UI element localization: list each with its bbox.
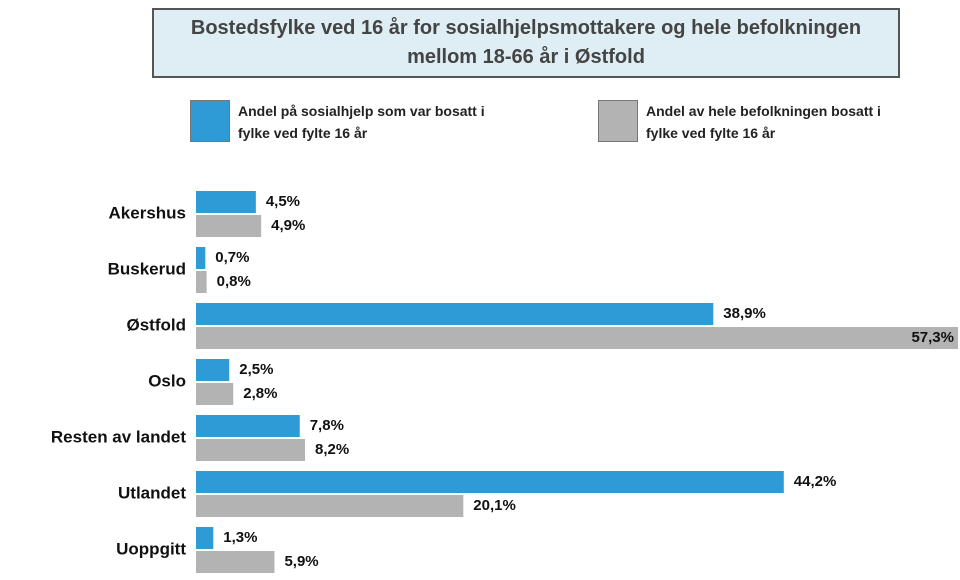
y-tick-label: Resten av landet: [51, 427, 186, 446]
legend-swatch: [190, 100, 230, 142]
bar: [196, 415, 300, 437]
y-tick-label: Oslo: [148, 371, 186, 390]
bar: [196, 271, 207, 293]
value-label: 2,5%: [239, 361, 273, 378]
bar: [196, 439, 306, 461]
y-tick-label: Akershus: [109, 203, 186, 222]
y-tick-label: Buskerud: [108, 259, 186, 278]
bar: [196, 495, 464, 517]
legend-label: Andel på sosialhjelp som var bosatt i fy…: [238, 103, 485, 141]
chart-title: Bostedsfylke ved 16 år for sosialhjelpsm…: [190, 17, 862, 68]
value-label: 1,3%: [223, 529, 257, 546]
title-box: Bostedsfylke ved 16 år for sosialhjelpsm…: [152, 8, 900, 78]
value-label: 4,5%: [266, 193, 300, 210]
legend-item: Andel på sosialhjelp som var bosatt i fy…: [190, 100, 493, 144]
y-tick-label: Uoppgitt: [116, 539, 186, 558]
bar: [196, 383, 234, 405]
legend-swatch: [598, 100, 638, 142]
y-tick-label: Utlandet: [118, 483, 186, 502]
value-label: 38,9%: [723, 305, 766, 322]
value-label: 20,1%: [473, 497, 516, 514]
legend-label: Andel av hele befolkningen bosatt i fylk…: [646, 103, 881, 141]
bar: [196, 191, 256, 213]
bar: [196, 247, 206, 269]
bar: [196, 359, 230, 381]
value-label: 7,8%: [310, 417, 344, 434]
value-label: 57,3%: [911, 329, 954, 346]
value-label: 4,9%: [271, 217, 305, 234]
bar: [196, 551, 275, 573]
value-label: 0,7%: [215, 249, 249, 266]
value-label: 0,8%: [217, 273, 251, 290]
value-label: 8,2%: [315, 441, 349, 458]
bar: [196, 527, 214, 549]
bar: [196, 215, 262, 237]
bar: [196, 303, 714, 325]
legend-item: Andel av hele befolkningen bosatt i fylk…: [598, 100, 901, 144]
value-label: 5,9%: [284, 553, 318, 570]
bar: [196, 471, 784, 493]
bar: [196, 327, 958, 349]
value-label: 44,2%: [794, 473, 837, 490]
y-tick-label: Østfold: [127, 315, 187, 334]
value-label: 2,8%: [243, 385, 277, 402]
